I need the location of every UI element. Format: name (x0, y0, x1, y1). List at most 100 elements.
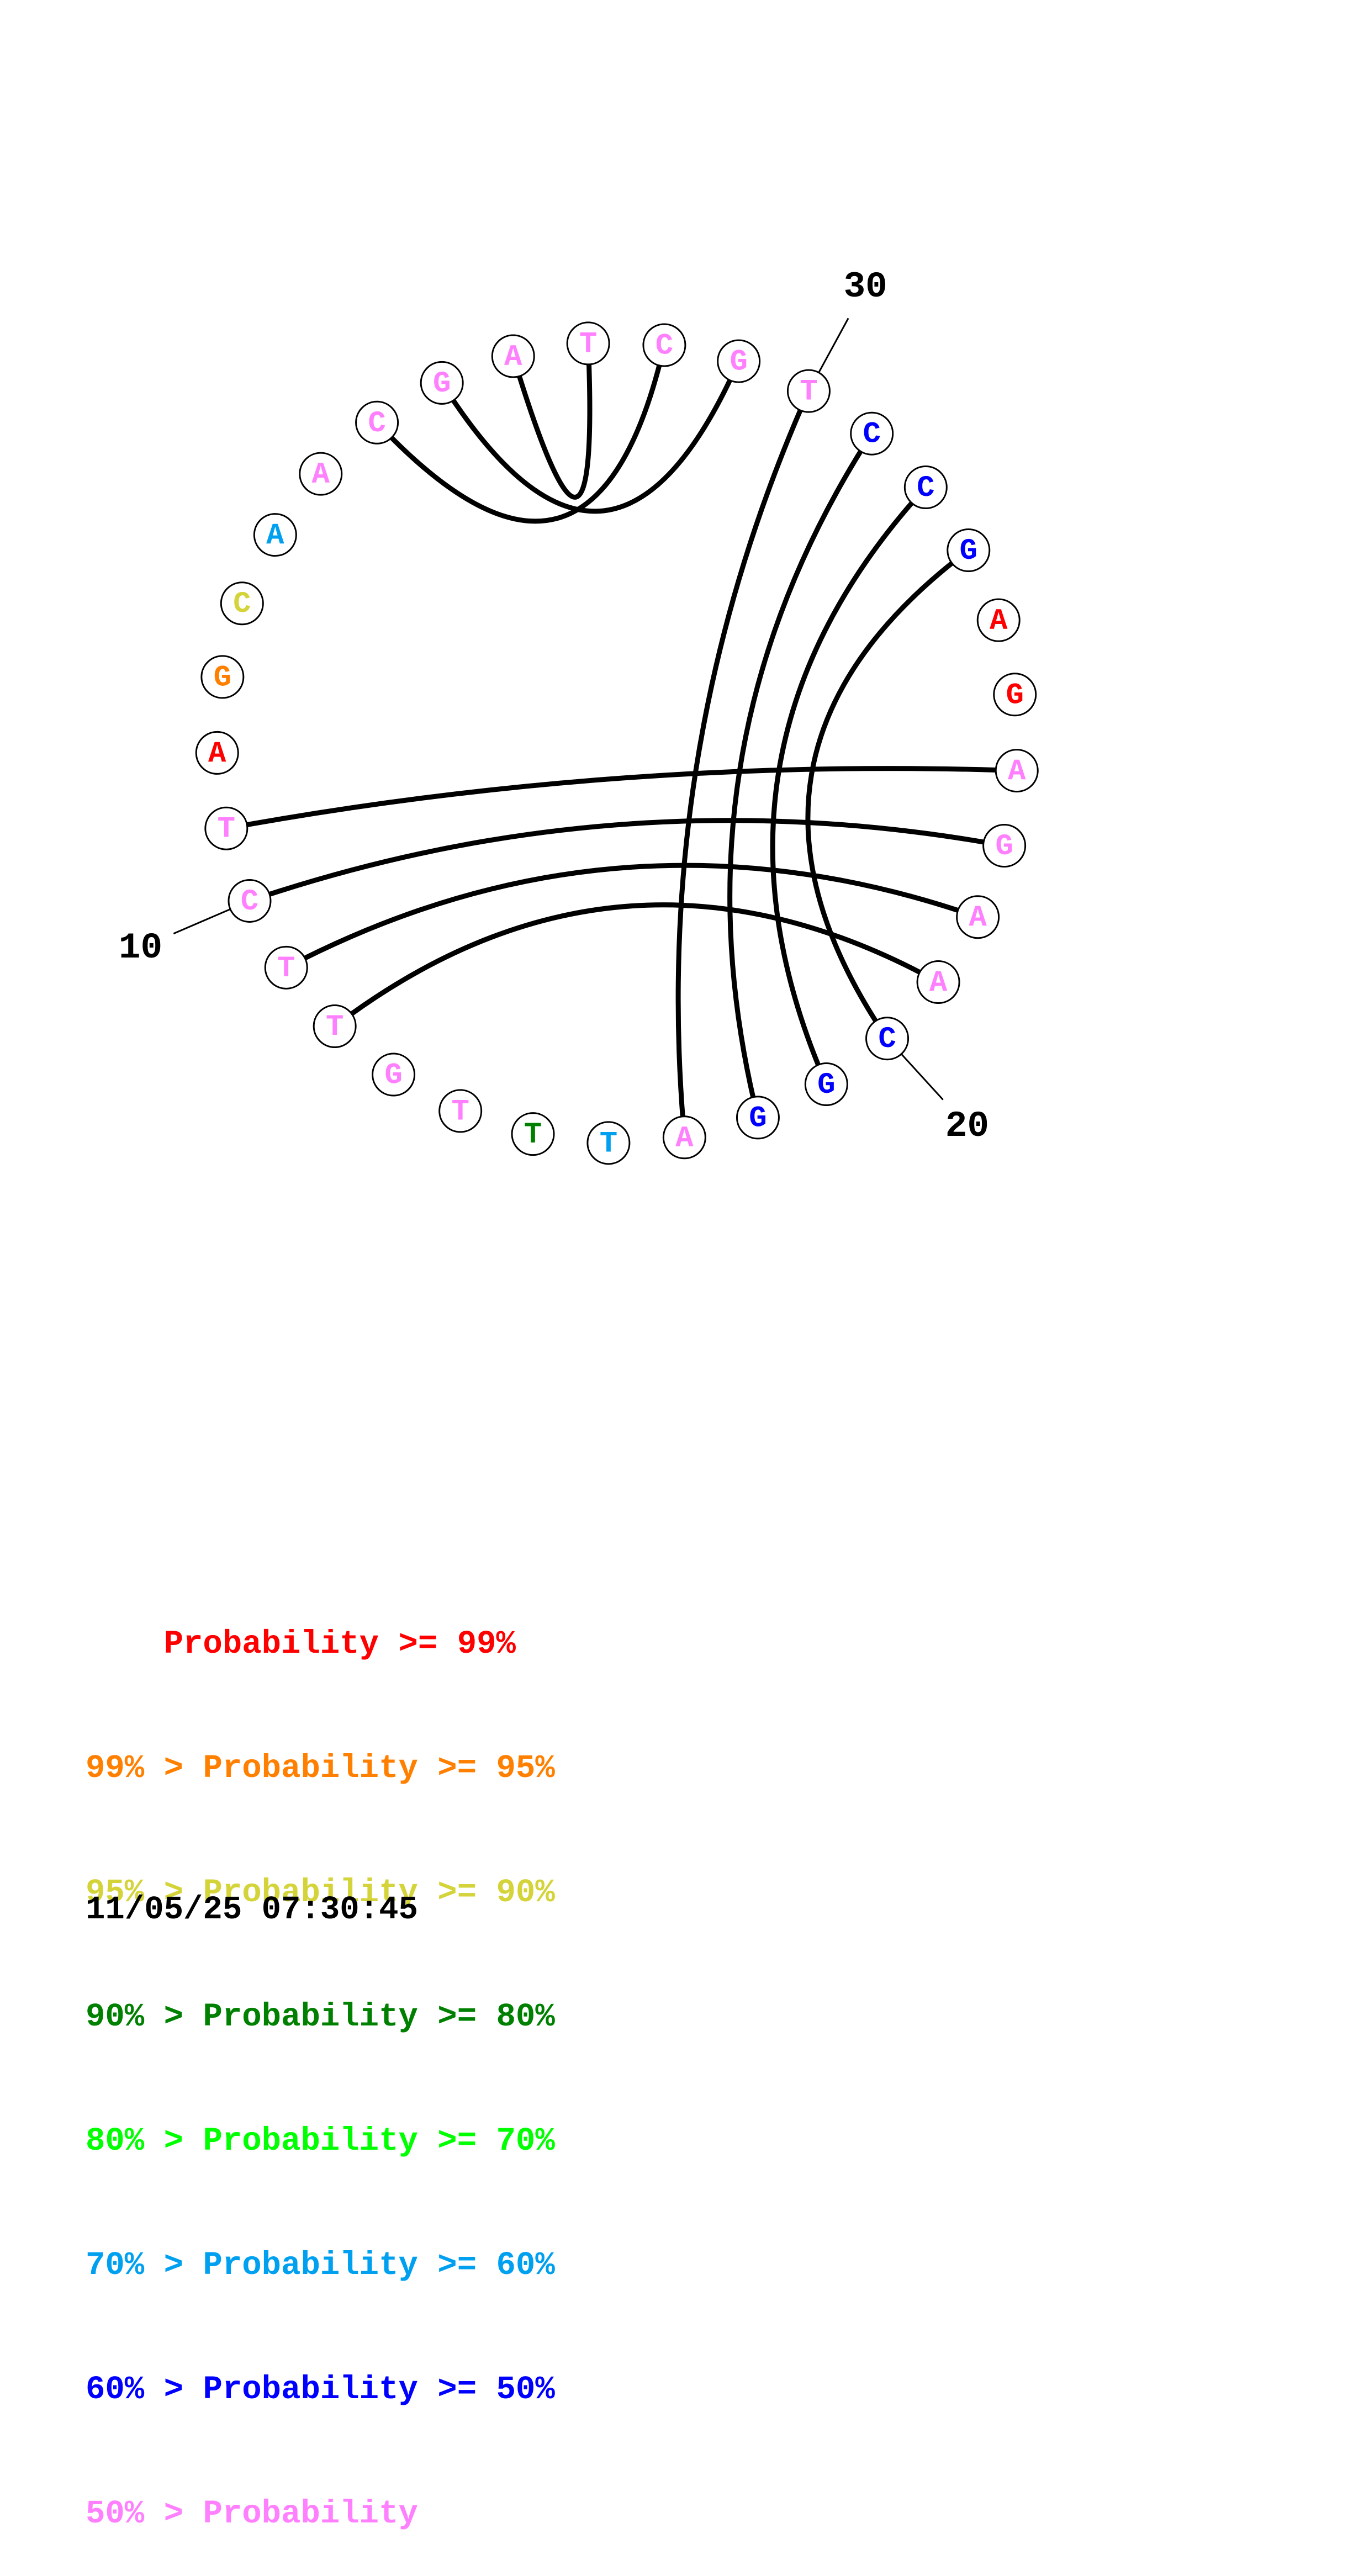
nucleotide-node: C (228, 879, 272, 923)
nucleotide-node: G (372, 1052, 416, 1097)
nucleotide-base: T (600, 1127, 617, 1161)
base-pair-arc (247, 818, 1007, 903)
legend-text: Probability >= 90% (203, 1874, 555, 1911)
legend-row: 95% > Probability >= 90% (86, 1872, 555, 1913)
nucleotide-circle (995, 749, 1039, 793)
nucleotide-base: G (960, 535, 977, 568)
tick-line (901, 1053, 944, 1101)
nucleotide-node: T (204, 806, 249, 850)
nucleotide-circle (976, 598, 1021, 642)
legend-prefix: 95% > (86, 1874, 203, 1911)
nucleotide-node: C (850, 411, 894, 456)
legend-row: Probability >= 99% (86, 1623, 555, 1665)
legend-row: 60% > Probability >= 50% (86, 2369, 555, 2410)
nucleotide-circle (264, 945, 308, 990)
nucleotide-circle (372, 1052, 416, 1097)
nucleotide-base: G (995, 830, 1013, 864)
nucleotide-node: T (264, 945, 308, 990)
nucleotide-base: C (917, 472, 934, 505)
legend-text: Probability >= 99% (163, 1626, 516, 1663)
nucleotide-circle (220, 581, 264, 626)
nucleotide-node: G (717, 339, 761, 383)
nucleotide-node: C (220, 581, 264, 626)
base-pair-arc (805, 548, 971, 1041)
nucleotide-node: G (947, 528, 991, 573)
nucleotide-node: C (903, 466, 948, 510)
nucleotide-node: A (662, 1115, 706, 1160)
nucleotide-node: C (355, 400, 399, 445)
nucleotide-node: T (586, 1121, 631, 1165)
nucleotide-circle (355, 400, 399, 445)
position-ticks: 10 20 30 (119, 266, 989, 1147)
tick-line (173, 908, 231, 935)
nucleotide-circle (717, 339, 761, 383)
nucleotide-circle (228, 879, 272, 923)
base-pair-arc (770, 485, 928, 1087)
nucleotide-base: T (218, 813, 235, 847)
nucleotide-base: G (384, 1059, 402, 1093)
tick-label: 20 (945, 1105, 989, 1147)
tick-line (818, 318, 849, 373)
legend-text: Probability >= 95% (203, 1750, 555, 1787)
nucleotide-base: G (749, 1102, 767, 1135)
nucleotide-base: A (266, 519, 284, 553)
nucleotide-circle (586, 1121, 631, 1165)
nucleotide-circle (491, 334, 535, 378)
legend-prefix: 80% > (86, 2123, 203, 2160)
nucleotide-node: G (420, 361, 464, 405)
nucleotide-base: T (800, 375, 817, 409)
nucleotide-node: A (956, 895, 1000, 939)
nucleotide-node: G (993, 673, 1037, 717)
nucleotide-node: G (200, 655, 245, 699)
nucleotide-circle (438, 1089, 483, 1133)
nucleotide-base: C (878, 1023, 896, 1056)
base-pair-arc (332, 902, 941, 1029)
nucleotide-node: G (736, 1096, 780, 1140)
legend-text: Probability >= 50% (203, 2371, 555, 2408)
nucleotide-circle (195, 731, 239, 775)
nucleotide-base: C (241, 885, 258, 919)
nucleotide-node: A (299, 452, 343, 496)
nucleotide-circle (947, 528, 991, 573)
nucleotide-circle (642, 323, 686, 367)
nucleotide-node: G (982, 824, 1027, 868)
base-pair-arc (727, 431, 875, 1120)
nucleotide-node: T (438, 1089, 483, 1133)
nucleotide-base: A (504, 341, 522, 374)
nucleotide-circle (662, 1115, 706, 1160)
tick-label: 30 (844, 266, 887, 308)
nucleotide-circle (420, 361, 464, 405)
legend-row: 80% > Probability >= 70% (86, 2120, 555, 2162)
nucleotide-node: T (566, 321, 610, 366)
nucleotide-base: A (1008, 755, 1026, 789)
nucleotide-circle (993, 673, 1037, 717)
legend-prefix: 60% > (86, 2371, 203, 2408)
nucleotide-circle (916, 960, 960, 1004)
nucleotide-circle (903, 466, 948, 510)
nucleotide-base: G (730, 346, 747, 379)
legend-text: Probability >= 80% (203, 1998, 555, 2035)
nucleotide-node: T (511, 1112, 555, 1156)
nucleotide-base: A (969, 901, 987, 935)
nucleotide-base: C (233, 588, 251, 621)
nucleotide-node: A (916, 960, 960, 1004)
nucleotide-node: A (253, 513, 297, 557)
nucleotide-node: C (642, 323, 686, 367)
base-pair-arc (374, 342, 667, 524)
nucleotide-circle (566, 321, 610, 366)
legend-row: 70% > Probability >= 60% (86, 2245, 555, 2286)
base-pair-arc (283, 863, 981, 970)
nucleotide-base: T (579, 327, 597, 361)
nucleotide-base: C (368, 407, 385, 441)
base-pair-arc (439, 358, 742, 514)
legend-prefix: 99% > (86, 1750, 203, 1787)
nucleotide-node: T (313, 1004, 357, 1048)
nucleotide-circle (299, 452, 343, 496)
nucleotide-circle (786, 369, 831, 413)
nucleotide-circle (850, 411, 894, 456)
legend-text: Probability (203, 2495, 418, 2532)
nucleotide-base: A (208, 737, 226, 771)
legend-prefix: 50% > (86, 2495, 203, 2532)
